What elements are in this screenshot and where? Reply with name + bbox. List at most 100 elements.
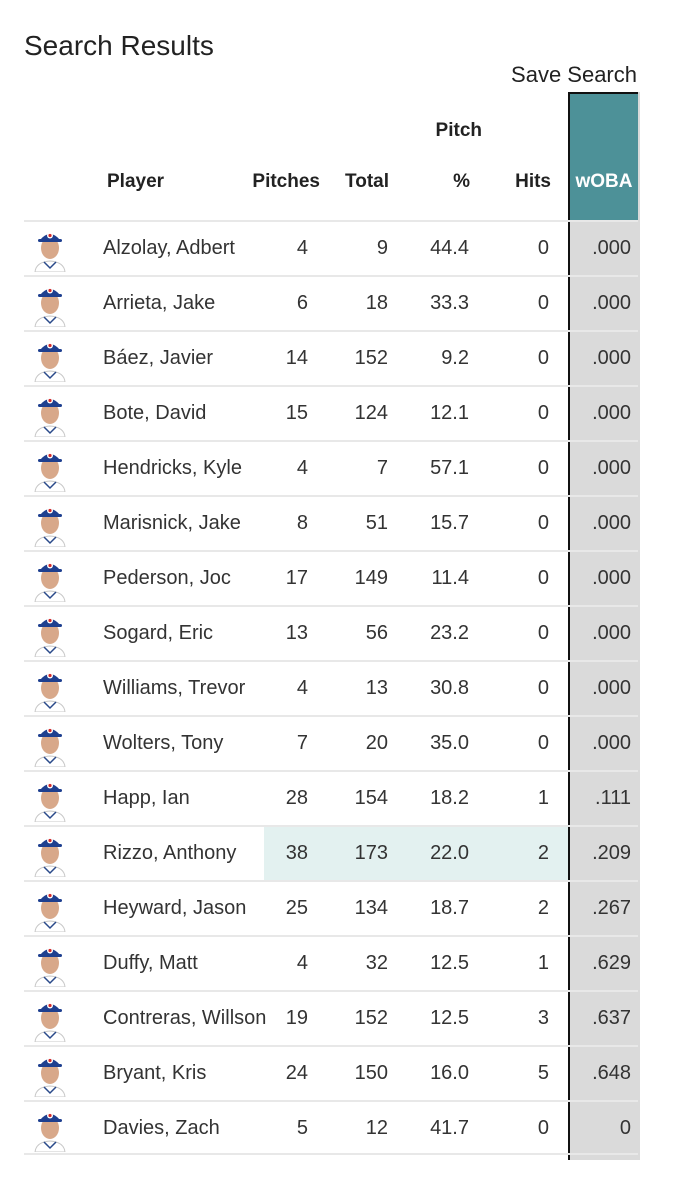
player-name[interactable]: Davies, Zach <box>103 1117 220 1139</box>
hits-value: 2 <box>537 897 549 919</box>
woba-value: .637 <box>592 1007 631 1029</box>
pitches-value: 4 <box>296 677 308 699</box>
woba-value: .000 <box>592 292 631 314</box>
pitch-percent-value: 33.3 <box>430 292 469 314</box>
pitch-percent-value: 57.1 <box>430 457 469 479</box>
player-avatar-icon <box>34 1057 66 1097</box>
table-row[interactable]: Heyward, Jason 25 134 18.7 2 .267 <box>24 880 638 935</box>
woba-value: .000 <box>592 512 631 534</box>
woba-value: .000 <box>592 237 631 259</box>
player-name[interactable]: Hendricks, Kyle <box>103 457 242 479</box>
pitches-value: 6 <box>296 292 308 314</box>
player-name[interactable]: Alzolay, Adbert <box>103 237 235 259</box>
pitch-percent-value: 18.7 <box>430 897 469 919</box>
player-name[interactable]: Arrieta, Jake <box>103 292 216 314</box>
table-row[interactable]: Bryant, Kris 24 150 16.0 5 .648 <box>24 1045 638 1100</box>
pitches-value: 38 <box>285 842 308 864</box>
header-player[interactable]: Player <box>107 171 165 192</box>
header-pitch-percent[interactable]: % <box>453 171 470 192</box>
total-value: 154 <box>354 787 388 809</box>
hits-value: 0 <box>537 1117 549 1139</box>
total-value: 56 <box>365 622 388 644</box>
total-value: 9 <box>376 237 388 259</box>
table-row[interactable]: Arrieta, Jake 6 18 33.3 0 .000 <box>24 275 638 330</box>
table-row[interactable]: Báez, Javier 14 152 9.2 0 .000 <box>24 330 638 385</box>
woba-value: .000 <box>592 457 631 479</box>
player-name[interactable]: Báez, Javier <box>103 347 214 369</box>
pitches-value: 7 <box>296 732 308 754</box>
woba-value: .000 <box>592 622 631 644</box>
woba-header-cell[interactable] <box>568 92 638 220</box>
table-row[interactable]: Rizzo, Anthony 38 173 22.0 2 .209 <box>24 825 638 880</box>
hits-value: 0 <box>537 567 549 589</box>
pitch-percent-value: 41.7 <box>430 1117 469 1139</box>
player-name[interactable]: Sogard, Eric <box>103 622 214 644</box>
player-name[interactable]: Heyward, Jason <box>103 897 247 919</box>
total-value: 13 <box>365 677 388 699</box>
hits-value: 0 <box>537 677 549 699</box>
hits-value: 0 <box>537 402 549 424</box>
pitches-value: 28 <box>285 787 308 809</box>
total-value: 18 <box>365 292 388 314</box>
table-row[interactable]: Bote, David 15 124 12.1 0 .000 <box>24 385 638 440</box>
pitch-percent-value: 16.0 <box>430 1062 469 1084</box>
pitch-percent-value: 44.4 <box>430 237 469 259</box>
player-name[interactable]: Bote, David <box>103 402 207 424</box>
table-row[interactable]: Wolters, Tony 7 20 35.0 0 .000 <box>24 715 638 770</box>
table-row[interactable]: Williams, Trevor 4 13 30.8 0 .000 <box>24 660 638 715</box>
table-row[interactable]: Hendricks, Kyle 4 7 57.1 0 .000 <box>24 440 638 495</box>
player-avatar-icon <box>34 892 66 932</box>
table-row[interactable]: Contreras, Willson 19 152 12.5 3 .637 <box>24 990 638 1045</box>
player-name[interactable]: Duffy, Matt <box>103 952 198 974</box>
player-avatar-icon <box>34 397 66 437</box>
player-name[interactable]: Pederson, Joc <box>103 567 231 589</box>
save-search-link[interactable]: Save Search <box>511 62 637 87</box>
woba-value: .629 <box>592 952 631 974</box>
total-value: 32 <box>365 952 388 974</box>
player-avatar-icon <box>34 232 66 272</box>
pitches-value: 8 <box>296 512 308 534</box>
header-woba[interactable]: wOBA <box>575 171 633 192</box>
pitches-value: 5 <box>296 1117 308 1139</box>
pitches-value: 25 <box>285 897 308 919</box>
total-value: 152 <box>354 1007 388 1029</box>
table-row[interactable]: Pederson, Joc 17 149 11.4 0 .000 <box>24 550 638 605</box>
table-row[interactable]: Alzolay, Adbert 4 9 44.4 0 .000 <box>24 220 638 275</box>
header-hits[interactable]: Hits <box>515 171 551 192</box>
player-avatar-icon <box>34 562 66 602</box>
player-name[interactable]: Contreras, Willson <box>103 1007 267 1029</box>
woba-value: 0 <box>619 1117 631 1139</box>
player-avatar-icon <box>34 672 66 712</box>
header-pitches[interactable]: Pitches <box>250 171 320 193</box>
total-value: 124 <box>354 402 388 424</box>
player-name[interactable]: Marisnick, Jake <box>103 512 241 534</box>
player-name[interactable]: Happ, Ian <box>103 787 190 809</box>
player-avatar-icon <box>34 782 66 822</box>
player-name[interactable]: Williams, Trevor <box>103 677 246 699</box>
woba-value: .267 <box>592 897 631 919</box>
total-value: 12 <box>365 1117 388 1139</box>
woba-value: .648 <box>592 1062 631 1084</box>
table-row[interactable]: Happ, Ian 28 154 18.2 1 .111 <box>24 770 638 825</box>
table-row[interactable]: Duffy, Matt 4 32 12.5 1 .629 <box>24 935 638 990</box>
header-total[interactable]: Total <box>345 171 389 192</box>
total-value: 150 <box>354 1062 388 1084</box>
hits-value: 3 <box>537 1007 549 1029</box>
pitches-value: 4 <box>296 952 308 974</box>
player-name[interactable]: Rizzo, Anthony <box>103 842 237 864</box>
woba-value: .111 <box>595 787 631 809</box>
player-name[interactable]: Bryant, Kris <box>103 1062 207 1084</box>
player-name[interactable]: Wolters, Tony <box>103 732 224 754</box>
player-avatar-icon <box>34 342 66 382</box>
pitches-value: 13 <box>285 622 308 644</box>
pitch-percent-value: 12.5 <box>430 1007 469 1029</box>
player-avatar-icon <box>34 287 66 327</box>
player-avatar-icon <box>34 452 66 492</box>
table-row[interactable]: Sogard, Eric 13 56 23.2 0 .000 <box>24 605 638 660</box>
table-row[interactable]: Davies, Zach 5 12 41.7 0 0 <box>24 1100 638 1155</box>
pitch-percent-value: 15.7 <box>430 512 469 534</box>
header-pitch-top[interactable]: Pitch <box>435 120 482 141</box>
table-row[interactable]: Marisnick, Jake 8 51 15.7 0 .000 <box>24 495 638 550</box>
player-avatar-icon <box>34 837 66 877</box>
woba-value: .000 <box>592 347 631 369</box>
